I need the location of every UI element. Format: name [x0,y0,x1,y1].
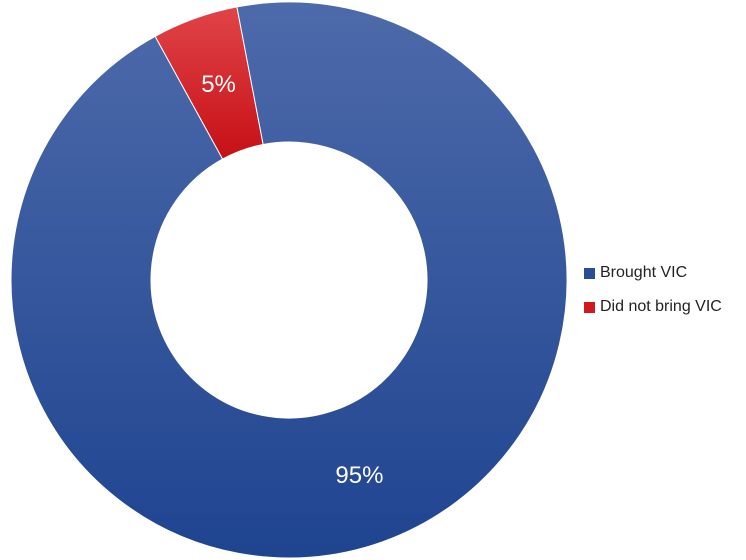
legend-label-brought-vic: Brought VIC [600,264,688,281]
slice-brought-vic [10,1,568,559]
data-label-brought-vic: 95% [335,462,383,489]
legend-swatch-did-not-bring-vic [584,301,595,313]
data-label-did-not-bring-vic: 5% [201,71,236,98]
legend-swatch-brought-vic [584,267,595,279]
legend-label-did-not-bring-vic: Did not bring VIC [600,298,722,315]
legend: Brought VIC Did not bring VIC [584,262,722,330]
donut-chart: 5% 95% [10,1,568,559]
legend-item-did-not-bring-vic: Did not bring VIC [584,296,722,318]
legend-item-brought-vic: Brought VIC [584,262,722,284]
